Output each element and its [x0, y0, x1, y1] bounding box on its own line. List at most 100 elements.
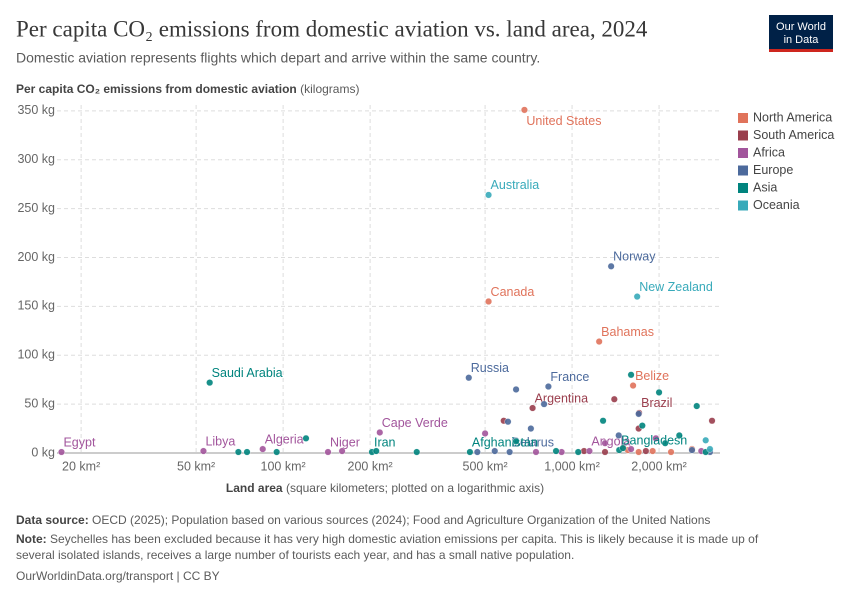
note: Note: Seychelles has been excluded becau… — [16, 532, 759, 546]
y-tick-label: 0 kg — [31, 445, 55, 459]
point — [652, 434, 660, 442]
point-label: Libya — [205, 434, 235, 448]
point — [655, 388, 663, 396]
source: Data source: OECD (2025); Population bas… — [16, 513, 710, 527]
point — [273, 448, 281, 456]
point — [504, 418, 512, 426]
point — [693, 402, 701, 410]
point — [199, 447, 207, 455]
legend-label: South America — [753, 128, 834, 142]
point — [627, 371, 635, 379]
point — [667, 448, 675, 456]
point-label: New Zealand — [639, 280, 713, 294]
y-axis-title: Per capita CO₂ emissions from domestic a… — [16, 82, 297, 96]
point — [635, 410, 643, 418]
point — [372, 447, 380, 455]
point — [512, 437, 520, 445]
subtitle: Domestic aviation represents flights whi… — [16, 50, 540, 66]
point — [481, 429, 489, 437]
x-axis-label: Land area (square kilometers; plotted on… — [226, 481, 544, 495]
point — [649, 447, 657, 455]
point — [615, 431, 623, 439]
point — [635, 448, 643, 456]
point — [206, 379, 214, 387]
note-text: several isolated islands, receives a lar… — [16, 548, 574, 562]
point — [234, 448, 242, 456]
point — [465, 374, 473, 382]
point-label: France — [550, 370, 589, 384]
legend-swatch — [738, 200, 748, 211]
legend-label: Asia — [753, 180, 777, 194]
point-label: United States — [526, 114, 601, 128]
source-label: Data source: — [16, 513, 89, 527]
point — [485, 297, 493, 305]
point-label: Norway — [613, 250, 656, 264]
point — [661, 439, 669, 447]
point — [552, 447, 560, 455]
point-label: Australia — [491, 178, 540, 192]
point-label: Brazil — [641, 396, 672, 410]
point — [473, 448, 481, 456]
point-label: Bahamas — [601, 325, 654, 339]
legend-swatch — [738, 113, 748, 123]
point-label: Russia — [471, 361, 509, 375]
legend-swatch — [738, 130, 748, 141]
point — [601, 439, 609, 447]
point — [642, 447, 650, 455]
legend-swatch — [738, 165, 748, 176]
point — [627, 445, 635, 453]
note-label: Note: — [16, 532, 47, 546]
point — [324, 448, 332, 456]
point-label: Bangladesh — [621, 433, 687, 447]
y-tick-label: 100 kg — [17, 348, 55, 362]
point-label: Algeria — [265, 432, 304, 446]
point — [57, 448, 65, 456]
legend-label: Europe — [753, 163, 793, 177]
x-tick-label: 100 km² — [261, 459, 306, 473]
point-label: Canada — [491, 285, 535, 299]
point-label: Iran — [374, 435, 396, 449]
x-tick-label: 20 km² — [62, 459, 100, 473]
x-tick-label: 200 km² — [348, 459, 393, 473]
point — [466, 448, 474, 456]
x-tick-label: 50 km² — [177, 459, 215, 473]
point — [512, 385, 520, 393]
x-tick-label: 1,000 km² — [544, 459, 600, 473]
point — [338, 447, 346, 455]
point — [629, 382, 637, 390]
y-tick-label: 50 kg — [24, 396, 55, 410]
legend-label: North America — [753, 110, 832, 124]
point-label: Afghanistan — [472, 435, 538, 449]
point — [638, 422, 646, 430]
x-tick-label: 500 km² — [463, 459, 508, 473]
point — [702, 436, 710, 444]
point-label: Egypt — [63, 435, 95, 449]
logo-text: Our World — [776, 21, 826, 33]
x-tick-label: 2,000 km² — [631, 459, 687, 473]
legend-label: Africa — [753, 145, 785, 159]
point — [601, 448, 609, 456]
legend-label: Oceania — [753, 198, 800, 212]
point — [376, 428, 384, 436]
point — [540, 400, 548, 408]
source-text: OECD (2025); Population based on various… — [92, 513, 710, 527]
point — [675, 431, 683, 439]
y-tick-label: 150 kg — [17, 299, 55, 313]
point — [485, 191, 493, 199]
chart-title: Per capita CO₂ emissions from domestic a… — [16, 16, 648, 41]
note-text: Seychelles has been excluded because it … — [50, 532, 759, 546]
point — [491, 447, 499, 455]
point — [574, 448, 582, 456]
point — [413, 448, 421, 456]
point — [520, 106, 528, 114]
point-label: Belarus — [512, 435, 554, 449]
footer-url: OurWorldinData.org/transport | CC BY — [16, 569, 220, 583]
point-label: Cape Verde — [382, 416, 448, 430]
logo — [769, 15, 833, 52]
point — [706, 445, 714, 453]
logo-text: in Data — [784, 34, 820, 46]
point — [527, 425, 535, 433]
y-tick-label: 350 kg — [17, 103, 55, 117]
x-axis-title: Land area — [226, 481, 283, 495]
point — [619, 444, 627, 452]
